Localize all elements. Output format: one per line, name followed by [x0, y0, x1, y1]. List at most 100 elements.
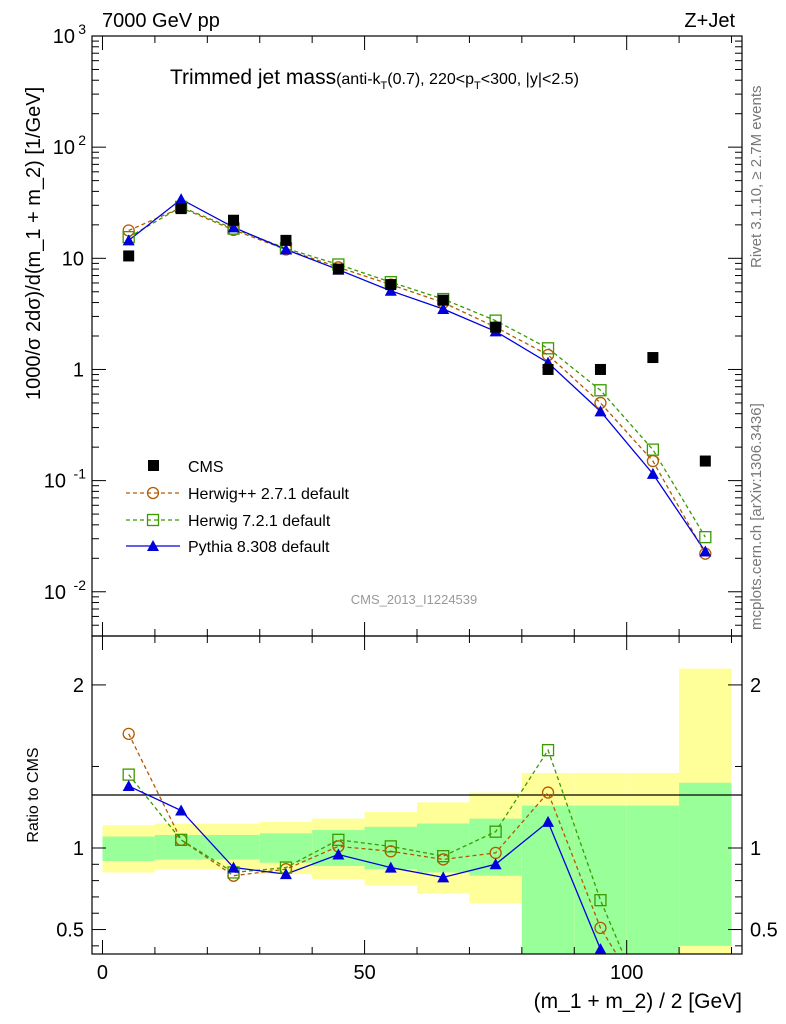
legend-label-cms: CMS — [188, 459, 224, 476]
ratio-y-tick-label-left: 1 — [73, 838, 84, 860]
point-cms — [332, 263, 344, 275]
series-line-pythia — [128, 198, 706, 552]
band-green — [679, 782, 732, 946]
ratio-point-pythia — [437, 871, 450, 883]
ratio-point-herwig7 — [594, 894, 607, 907]
ratio-point-pythia — [175, 804, 188, 816]
ratio-point-herwigpp — [594, 921, 607, 935]
series-line-herwigpp — [128, 207, 706, 555]
band-green — [207, 834, 260, 860]
ratio-y-axis-label: Ratio to CMS — [25, 747, 42, 842]
legend-marker-pythia — [147, 540, 159, 551]
point-cms — [437, 294, 449, 306]
ratio-point-herwig7 — [174, 833, 188, 846]
ratio-point-herwig7 — [384, 840, 397, 853]
plot-title-sub-end: <300, |y|<2.5) — [481, 71, 579, 88]
plot-title-sub-T: T — [381, 80, 388, 92]
ratio-point-pythia — [542, 815, 555, 827]
analysis-watermark: CMS_2013_I1224539 — [351, 592, 478, 607]
ratio-point-herwig7 — [437, 850, 450, 863]
point-cms — [594, 363, 606, 375]
point-herwig7 — [541, 342, 555, 355]
legend-item-cms: CMS — [148, 459, 224, 476]
point-cms — [699, 455, 711, 467]
legend-item-herwigpp: Herwig++ 2.7.1 default — [126, 486, 350, 503]
uncertainty-bands — [102, 668, 732, 954]
point-pythia — [699, 545, 712, 557]
ratio-y-tick-label-left: 0.5 — [56, 920, 84, 942]
y-tick-label: 10 — [53, 26, 75, 48]
y-tick-exponent: 2 — [78, 132, 86, 148]
ratio-point-herwigpp — [541, 786, 555, 799]
point-herwig7 — [594, 384, 607, 397]
y-tick-label: 10 — [53, 137, 75, 159]
point-cms — [647, 352, 659, 364]
y-tick-label: 10 — [62, 248, 84, 270]
y-tick-label: 1 — [73, 359, 84, 381]
legend-marker-herwigpp — [146, 486, 160, 500]
legend-label-herwigpp: Herwig++ 2.7.1 default — [188, 486, 350, 503]
y-tick-label: 10 — [44, 582, 66, 604]
series-line-herwig7 — [128, 206, 706, 538]
x-axis-label: (m_1 + m_2) / 2 [GeV] — [534, 990, 742, 1013]
legend: CMS Herwig++ 2.7.1 default Herwig 7.2.1 … — [126, 459, 350, 556]
point-cms — [490, 321, 502, 333]
point-cms — [175, 203, 187, 215]
x-tick-label: 50 — [353, 962, 375, 984]
plot-title-main: Trimmed jet mass — [170, 66, 336, 89]
band-green — [521, 805, 575, 954]
point-pythia — [227, 221, 240, 233]
plot-title-sub-rest: (0.7), 220<p — [387, 71, 474, 88]
point-pythia — [122, 234, 135, 246]
point-pythia — [175, 193, 188, 205]
point-pythia — [437, 302, 450, 314]
point-pythia — [279, 243, 292, 255]
ratio-point-herwig7 — [489, 825, 502, 838]
header-right: Z+Jet — [684, 10, 735, 32]
x-tick-label: 100 — [610, 962, 643, 984]
ratio-point-pythia — [594, 943, 607, 954]
point-cms — [123, 250, 135, 262]
legend-label-pythia: Pythia 8.308 default — [188, 539, 330, 556]
y-tick-label: 10 — [44, 471, 66, 493]
point-cms — [385, 279, 397, 291]
ratio-point-pythia — [227, 861, 240, 873]
legend-item-pythia: Pythia 8.308 default — [126, 539, 330, 556]
main-plot-series — [122, 193, 712, 560]
point-herwig7 — [699, 531, 712, 544]
legend-label-herwig7: Herwig 7.2.1 default — [188, 513, 331, 530]
plot-title: Trimmed jet mass(anti-kT(0.7), 220<pT<30… — [170, 66, 579, 92]
main-y-axis-label: 1000/σ 2dσ)/d(m_1 + m_2) [1/GeV] — [23, 87, 45, 400]
x-tick-label: 0 — [97, 962, 108, 984]
ratio-point-pythia — [384, 861, 397, 873]
ratio-plot-panel: 0 50 100 0.5 0.5 1 1 2 2 Ratio to CMS (m_1 + m_2… — [25, 635, 778, 1013]
point-pythia — [384, 284, 397, 296]
band-green — [574, 805, 627, 954]
plot-title-sub-T2: T — [474, 80, 481, 92]
ratio-y-tick-label-right: 0.5 — [750, 920, 778, 942]
ratio-point-pythia — [489, 858, 502, 870]
ratio-point-pythia — [332, 848, 345, 860]
y-tick-exponent: -2 — [74, 577, 87, 593]
side-rivet-label: Rivet 3.1.10, ≥ 2.7M events — [748, 86, 765, 269]
y-tick-exponent: -1 — [74, 466, 87, 482]
ratio-point-herwig7 — [541, 744, 555, 757]
point-pythia — [594, 405, 607, 417]
point-herwig7 — [646, 443, 660, 456]
ratio-y-tick-label-left: 2 — [73, 675, 84, 697]
legend-item-herwig7: Herwig 7.2.1 default — [126, 513, 331, 530]
band-green — [626, 805, 680, 954]
ratio-y-tick-label-right: 2 — [750, 675, 761, 697]
y-tick-exponent: 3 — [78, 21, 86, 37]
ratio-point-pythia — [122, 780, 135, 792]
side-mcplots-label: mcplots.cern.ch [arXiv:1306.3436] — [748, 403, 765, 630]
header-left: 7000 GeV pp — [102, 10, 220, 32]
point-cms — [280, 234, 292, 246]
point-pythia — [646, 467, 659, 479]
ratio-y-tick-label-right: 1 — [750, 838, 761, 860]
plot-title-sub: (anti-k — [336, 71, 381, 88]
legend-marker-cms — [148, 460, 159, 471]
